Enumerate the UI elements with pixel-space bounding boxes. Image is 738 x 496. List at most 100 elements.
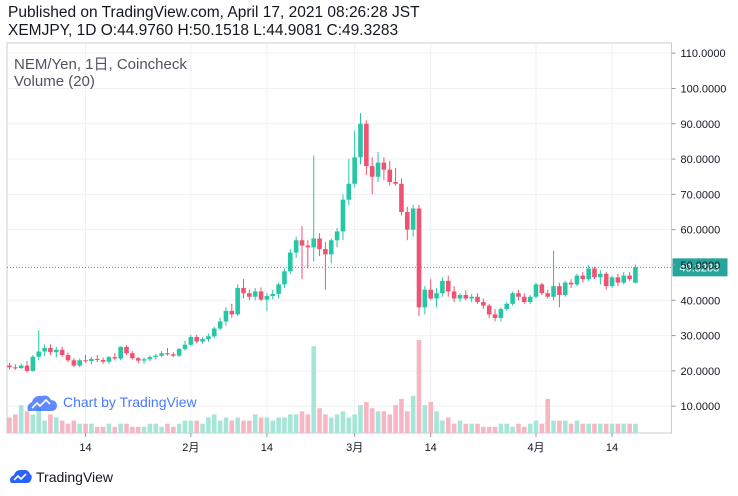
candle-body: [434, 293, 439, 299]
volume-bar: [574, 420, 580, 433]
volume-bar: [147, 423, 153, 433]
candle-body: [328, 240, 334, 255]
candle-body: [247, 293, 252, 297]
candle-body: [481, 302, 486, 306]
volume-bar: [153, 423, 159, 433]
candle-body: [54, 349, 59, 353]
volume-bar: [276, 417, 281, 433]
candle-body: [586, 268, 591, 280]
candle-body: [200, 339, 205, 342]
candle-body: [241, 287, 246, 294]
candle-body: [352, 157, 357, 184]
volume-bar: [580, 423, 586, 433]
volume-bar: [334, 414, 340, 433]
volume-bar: [475, 423, 480, 433]
candle-body: [165, 353, 170, 355]
candle-body: [65, 355, 71, 361]
y-tick-label: 50.0000: [681, 260, 721, 272]
last-price-label: 49.3283: [680, 262, 720, 274]
volume-bar: [182, 420, 188, 433]
volume-bar: [293, 414, 299, 433]
ohlc-header: XEMJPY, 1D O:44.9760 H:50.1518 L:44.9081…: [8, 22, 399, 39]
candle-body: [562, 282, 568, 295]
candle-body: [24, 365, 30, 371]
volume-bar: [311, 346, 316, 433]
cloud-logo-icon: [27, 395, 57, 411]
candle-body: [609, 277, 615, 287]
volume-bar: [171, 426, 176, 433]
footer-logo[interactable]: TradingView: [8, 469, 113, 485]
candle-body: [568, 282, 574, 285]
y-tick-label: 80.0000: [681, 154, 721, 166]
volume-bar: [586, 423, 591, 433]
candle-body: [603, 273, 609, 287]
candle-body: [486, 305, 492, 315]
volume-bar: [504, 423, 510, 433]
x-tick-label: 3月: [346, 442, 363, 454]
candle-body: [451, 291, 457, 299]
volume-bar: [609, 423, 615, 433]
x-axis-ticks: 14 2月 14 3月 14 4月 14: [79, 433, 618, 454]
candle-body: [299, 240, 305, 246]
candle-body: [211, 328, 217, 337]
candle-body: [288, 252, 293, 272]
candle-body: [59, 349, 65, 356]
candle-body: [527, 296, 533, 303]
candle-body: [217, 321, 223, 329]
volume-bar: [621, 423, 627, 433]
volume-bar: [59, 420, 65, 433]
volume-bar: [130, 426, 135, 433]
volume-bar: [247, 420, 252, 433]
candle-body: [545, 293, 550, 297]
volume-bar: [364, 402, 369, 433]
volume-bar: [299, 411, 305, 433]
volume-bar: [135, 426, 141, 433]
candle-body: [30, 356, 36, 371]
candle-body: [112, 357, 118, 359]
volume-bars: [7, 340, 638, 433]
candle-body: [141, 359, 147, 361]
candle-body: [492, 314, 498, 318]
candle-body: [387, 169, 393, 183]
candle-body: [71, 360, 77, 366]
volume-bar: [627, 423, 632, 433]
candle-body: [334, 231, 340, 241]
volume-bar: [7, 417, 12, 433]
x-tick-label: 14: [606, 442, 618, 454]
volume-bar: [568, 423, 574, 433]
candle-body: [229, 310, 235, 315]
candle-body: [206, 336, 211, 340]
tradingview-watermark: Chart by TradingView: [27, 394, 197, 411]
x-tick-label: 2月: [182, 442, 199, 454]
candle-body: [580, 275, 586, 280]
candle-body: [340, 199, 346, 232]
candle-body: [135, 358, 141, 361]
y-tick-label: 70.0000: [681, 189, 721, 201]
y-tick-label: 110.0000: [681, 48, 726, 60]
candle-body: [633, 267, 638, 283]
volume-bar: [434, 411, 439, 433]
candle-body: [399, 183, 404, 213]
candle-body: [282, 271, 287, 285]
y-tick-label: 10.0000: [681, 401, 721, 413]
candle-body: [358, 123, 363, 158]
candle-body: [557, 286, 562, 295]
volume-bar: [223, 417, 229, 433]
volume-bar: [54, 417, 59, 433]
candle-body: [13, 367, 18, 369]
volume-bar: [48, 414, 53, 433]
last-price-label-bg: [672, 258, 728, 277]
volume-bar: [405, 411, 410, 433]
y-tick-label: 20.0000: [681, 366, 721, 378]
volume-bar: [77, 423, 82, 433]
x-tick-label: 14: [261, 442, 273, 454]
candle-body: [516, 293, 521, 297]
candle-body: [445, 280, 451, 292]
candle-body: [381, 162, 387, 170]
candle-body: [522, 296, 527, 303]
volume-bar: [241, 420, 246, 433]
x-tick-label: 14: [79, 442, 91, 454]
watermark-text: Chart by TradingView: [63, 394, 197, 410]
volume-bar: [369, 408, 375, 433]
